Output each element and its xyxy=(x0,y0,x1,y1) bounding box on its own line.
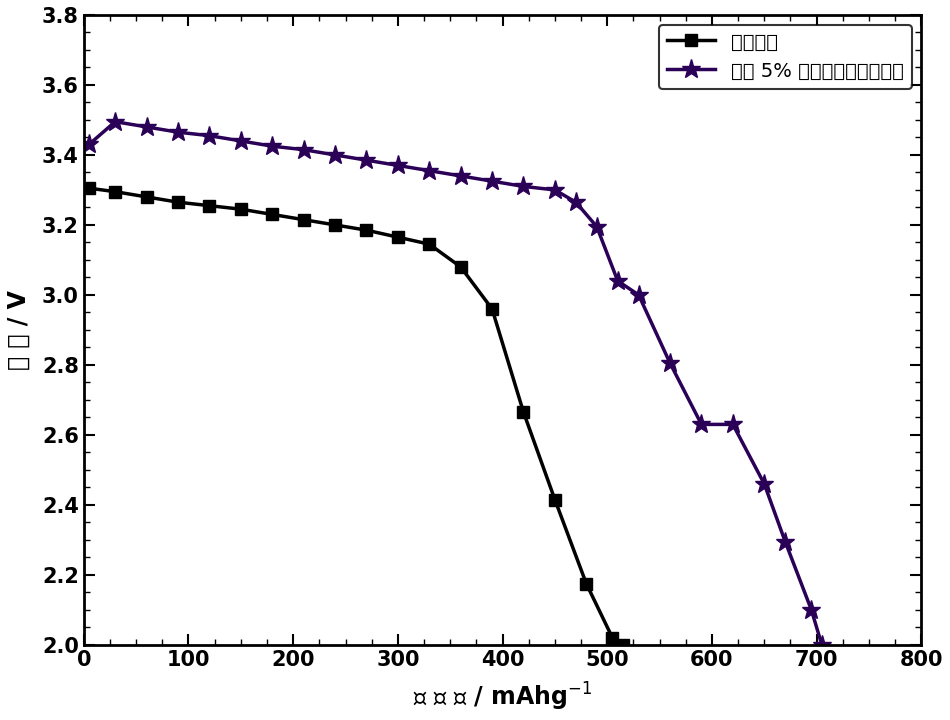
添加 5% 硫氮掺杂石墨烯电池 xyxy=(549,186,560,194)
添加 5% 硫氮掺杂石墨烯电池 xyxy=(424,166,435,175)
添加 5% 硫氮掺杂石墨烯电池 xyxy=(612,276,623,285)
添加 5% 硫氮掺杂石墨烯电池 xyxy=(806,606,817,614)
添加 5% 硫氮掺杂石墨烯电池 xyxy=(298,145,310,154)
添加 5% 硫氮掺杂石墨烯电池 xyxy=(518,182,529,191)
添加 5% 硫氮掺杂石墨烯电池 xyxy=(780,537,791,546)
空白电池 xyxy=(424,240,435,248)
空白电池 xyxy=(455,263,466,271)
空白电池 xyxy=(236,205,247,214)
添加 5% 硫氮掺杂石墨烯电池 xyxy=(695,420,707,428)
空白电池 xyxy=(109,187,121,196)
空白电池 xyxy=(84,184,95,192)
添加 5% 硫氮掺杂石墨烯电池 xyxy=(203,131,215,140)
添加 5% 硫氮掺杂石墨烯电池 xyxy=(330,150,341,159)
添加 5% 硫氮掺杂石墨烯电池 xyxy=(758,480,770,488)
空白电池 xyxy=(549,495,560,504)
添加 5% 硫氮掺杂石墨烯电池 xyxy=(633,291,644,300)
空白电池 xyxy=(392,233,404,241)
添加 5% 硫氮掺杂石墨烯电池 xyxy=(727,420,738,428)
空白电池 xyxy=(203,202,215,210)
空白电池 xyxy=(580,580,592,588)
空白电池 xyxy=(298,215,310,224)
空白电池 xyxy=(361,226,372,235)
添加 5% 硫氮掺杂石墨烯电池 xyxy=(591,222,602,231)
添加 5% 硫氮掺杂石墨烯电池 xyxy=(664,359,675,367)
Y-axis label: 电 压 / V: 电 压 / V xyxy=(7,290,31,370)
添加 5% 硫氮掺杂石墨烯电池 xyxy=(141,122,152,131)
添加 5% 硫氮掺杂石墨烯电池 xyxy=(84,140,95,149)
空白电池 xyxy=(267,210,278,219)
添加 5% 硫氮掺杂石墨烯电池 xyxy=(816,641,827,649)
添加 5% 硫氮掺杂石墨烯电池 xyxy=(392,161,404,170)
添加 5% 硫氮掺杂石墨烯电池 xyxy=(109,117,121,126)
X-axis label: 比 容 量 / mAhg$^{-1}$: 比 容 量 / mAhg$^{-1}$ xyxy=(413,681,592,713)
添加 5% 硫氮掺杂石墨烯电池 xyxy=(267,142,278,150)
添加 5% 硫氮掺杂石墨烯电池 xyxy=(570,198,581,207)
添加 5% 硫氮掺杂石墨烯电池 xyxy=(236,137,247,145)
添加 5% 硫氮掺杂石墨烯电池 xyxy=(172,128,183,137)
添加 5% 硫氮掺杂石墨烯电池 xyxy=(486,177,498,186)
空白电池 xyxy=(518,408,529,416)
空白电池 xyxy=(172,198,183,207)
空白电池 xyxy=(607,634,618,642)
空白电池 xyxy=(330,220,341,229)
添加 5% 硫氮掺杂石墨烯电池 xyxy=(361,156,372,164)
空白电池 xyxy=(486,305,498,313)
Line: 空白电池: 空白电池 xyxy=(83,182,629,651)
添加 5% 硫氮掺杂石墨烯电池 xyxy=(455,171,466,180)
Line: 添加 5% 硫氮掺杂石墨烯电池: 添加 5% 硫氮掺杂石墨烯电池 xyxy=(79,112,831,654)
Legend: 空白电池, 添加 5% 硫氮掺杂石墨烯电池: 空白电池, 添加 5% 硫氮掺杂石墨烯电池 xyxy=(659,24,912,89)
空白电池 xyxy=(141,193,152,202)
空白电池 xyxy=(618,641,629,649)
